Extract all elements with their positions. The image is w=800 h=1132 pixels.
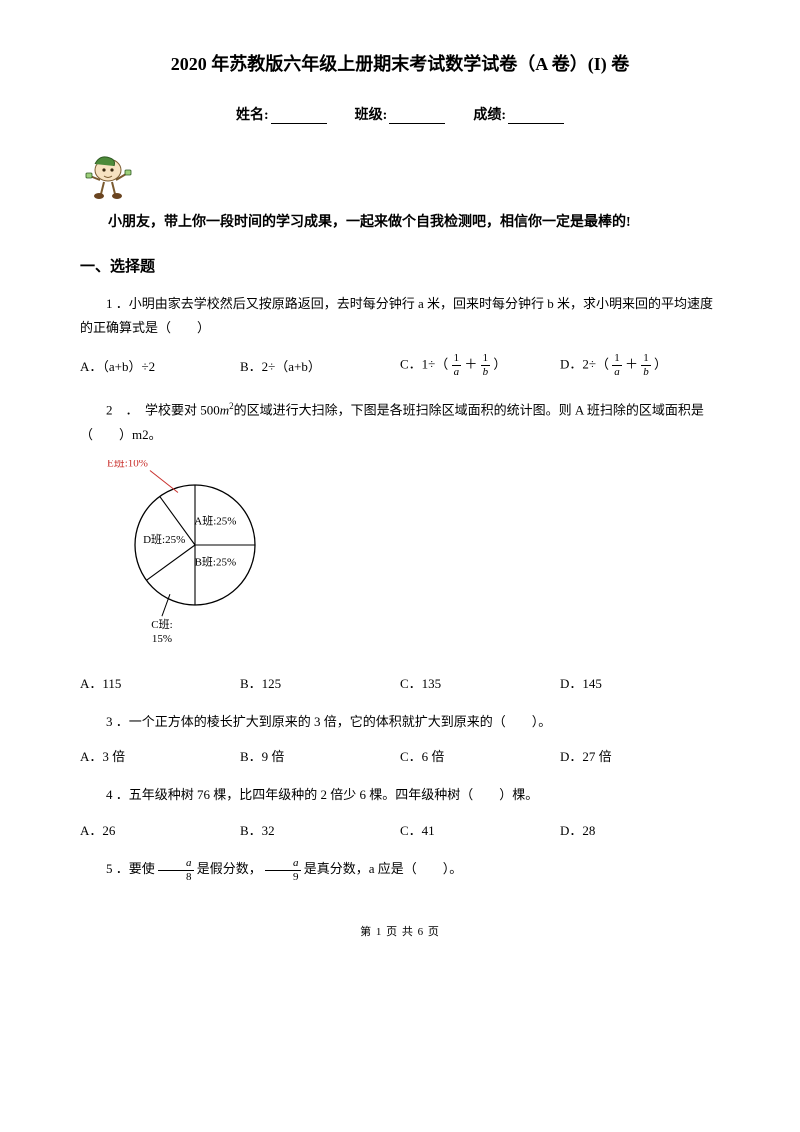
q5-pre: 5 ．要使 [106, 861, 155, 876]
q1c-post: ） [493, 356, 506, 371]
q4-options: A．26 B．32 C．41 D．28 [80, 820, 720, 839]
q1-options: A．（a+b）÷2 B．2÷（a+b） C．1÷（ 1a ＋ 1b ） D．2÷… [80, 353, 720, 378]
q4-opt-b[interactable]: B．32 [240, 820, 400, 839]
q2-pre: 2 ． 学校要对 500 [106, 402, 220, 417]
q1d-post: ） [654, 356, 667, 371]
q1c-pre: C．1÷（ [400, 356, 448, 371]
name-blank[interactable] [271, 109, 327, 124]
svg-text:E班:10%: E班:10% [107, 460, 148, 470]
q4-opt-c[interactable]: C．41 [400, 820, 560, 839]
score-blank[interactable] [508, 109, 564, 124]
q1-opt-a[interactable]: A．（a+b）÷2 [80, 356, 240, 375]
q2-options: A．115 B．125 C．135 D．145 [80, 673, 720, 692]
q1d-pre: D．2÷（ [560, 356, 609, 371]
q3-opt-d[interactable]: D．27 倍 [560, 746, 720, 765]
q4-text: 4 ．五年级种树 76 棵，比四年级种的 2 倍少 6 棵。四年级种树（ ）棵。 [80, 783, 720, 808]
q2-m: m [220, 402, 229, 417]
frac-a-over-8-icon: a8 [158, 858, 194, 883]
q2-opt-d[interactable]: D．145 [560, 673, 720, 692]
frac-a-over-9-icon: a9 [265, 858, 301, 883]
q5-mid2: 是真分数，a 应是（ ）。 [304, 861, 463, 876]
page-footer: 第 1 页 共 6 页 [80, 923, 720, 939]
q2-opt-c[interactable]: C．135 [400, 673, 560, 692]
section-1-head: 一、选择题 [80, 255, 720, 276]
svg-text:15%: 15% [152, 633, 172, 645]
name-label: 姓名: [236, 108, 269, 123]
q4-opt-a[interactable]: A．26 [80, 820, 240, 839]
q1-opt-c[interactable]: C．1÷（ 1a ＋ 1b ） [400, 353, 560, 378]
q1d-mid: ＋ [625, 356, 638, 371]
q1-text: 1 ．小明由家去学校然后又按原路返回，去时每分钟行 a 米，回来时每分钟行 b … [80, 292, 720, 341]
svg-text:D班:25%: D班:25% [143, 533, 185, 546]
q3-opt-b[interactable]: B．9 倍 [240, 746, 400, 765]
q2-opt-b[interactable]: B．125 [240, 673, 400, 692]
page-title: 2020 年苏教版六年级上册期末考试数学试卷（A 卷）(I) 卷 [80, 50, 720, 76]
frac-1-over-a-icon: 1a [452, 353, 462, 378]
q3-text: 3 ．一个正方体的棱长扩大到原来的 3 倍，它的体积就扩大到原来的（ ）。 [80, 710, 720, 735]
q1-opt-b[interactable]: B．2÷（a+b） [240, 356, 400, 375]
encourage-text: 小朋友，带上你一段时间的学习成果，一起来做个自我检测吧，相信你一定是最棒的! [80, 210, 720, 237]
q1c-mid: ＋ [464, 356, 477, 371]
q1-opt-d[interactable]: D．2÷（ 1a ＋ 1b ） [560, 353, 720, 378]
class-label: 班级: [355, 108, 388, 123]
svg-text:A班:25%: A班:25% [194, 514, 236, 527]
q2-opt-a[interactable]: A．115 [80, 673, 240, 692]
info-line: 姓名: 班级: 成绩: [80, 104, 720, 124]
class-blank[interactable] [389, 109, 445, 124]
q5-mid1: 是假分数， [197, 861, 262, 876]
frac-1-over-b-icon: 1b [641, 353, 651, 378]
pie-chart: A班:25% B班:25% D班:25% E班:10% C班: 15% [80, 460, 720, 655]
mascot-icon [80, 148, 136, 204]
q2-text: 2 ． 学校要对 500m2的区域进行大扫除，下图是各班扫除区域面积的统计图。则… [80, 398, 720, 448]
svg-text:B班:25%: B班:25% [195, 555, 237, 568]
mascot-row [80, 148, 720, 204]
q5-text: 5 ．要使 a8 是假分数， a9 是真分数，a 应是（ ）。 [80, 857, 720, 883]
q3-opt-a[interactable]: A．3 倍 [80, 746, 240, 765]
q4-opt-d[interactable]: D．28 [560, 820, 720, 839]
svg-text:C班:: C班: [151, 618, 172, 631]
q3-opt-c[interactable]: C．6 倍 [400, 746, 560, 765]
frac-1-over-a-icon: 1a [612, 353, 622, 378]
frac-1-over-b-icon: 1b [481, 353, 491, 378]
q3-options: A．3 倍 B．9 倍 C．6 倍 D．27 倍 [80, 746, 720, 765]
score-label: 成绩: [473, 108, 506, 123]
